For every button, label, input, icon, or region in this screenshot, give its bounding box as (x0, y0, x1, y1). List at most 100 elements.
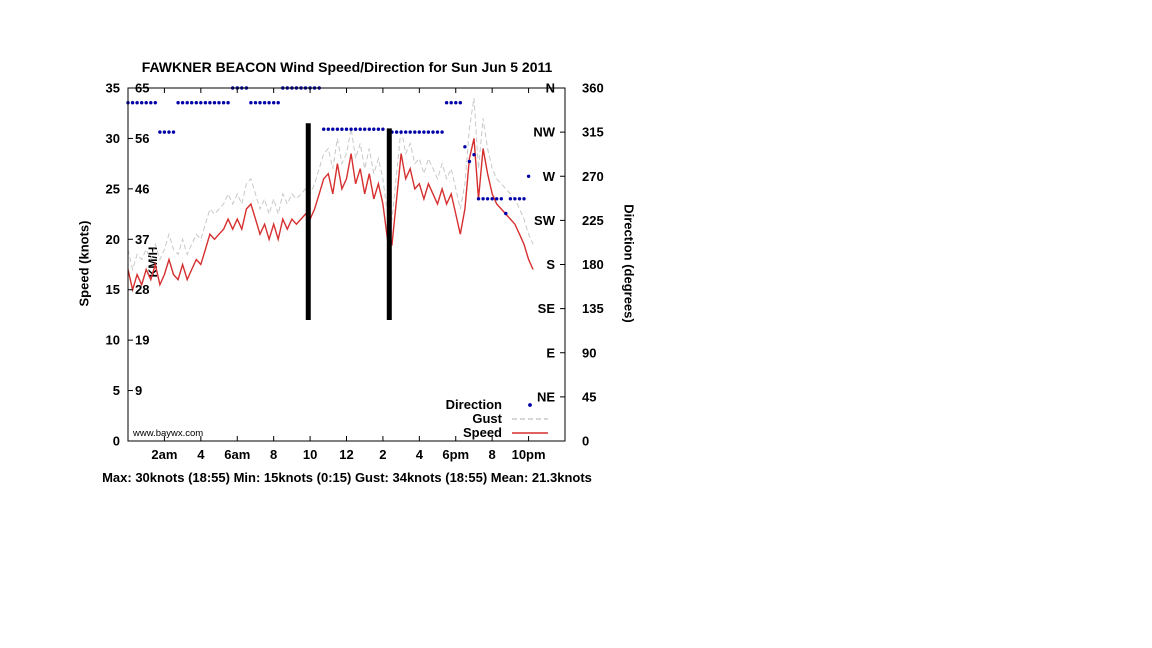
legend-label-direction: Direction (446, 397, 502, 412)
direction-series-point (413, 130, 417, 134)
legend-label-speed: Speed (463, 425, 502, 440)
time-tick-label: 4 (416, 447, 424, 462)
compass-tick-label: NE (537, 389, 555, 404)
direction-series-point (194, 101, 198, 105)
compass-tick-label: S (546, 257, 555, 272)
direction-series-point (258, 101, 262, 105)
legend-label-gust: Gust (472, 411, 502, 426)
direction-series-point (167, 130, 171, 134)
direction-series-point (472, 153, 476, 157)
kmh-tick-label: 9 (135, 383, 142, 398)
direction-series-point (253, 101, 258, 105)
direction-series-point (490, 197, 494, 201)
direction-series-point (335, 127, 340, 131)
degrees-tick-label: 225 (582, 213, 604, 228)
direction-series-point (180, 101, 185, 105)
speed-tick-label: 15 (106, 282, 120, 297)
direction-series-point (372, 127, 376, 131)
legend-marker-points (528, 403, 532, 407)
direction-series-point (171, 130, 176, 134)
speed-series-line (127, 138, 534, 293)
direction-series-point (476, 197, 481, 201)
direction-series-point (508, 197, 513, 201)
direction-series-point (463, 145, 467, 149)
direction-series-point (381, 127, 385, 131)
direction-series-point (499, 197, 503, 201)
compass-tick-label: W (543, 169, 556, 184)
direction-series-point (467, 159, 472, 164)
direction-series-point (199, 101, 203, 105)
direction-series-point (144, 101, 148, 105)
direction-series-point (176, 101, 180, 105)
kmh-tick-label: 28 (135, 282, 149, 297)
direction-series-point (153, 101, 157, 105)
direction-series-point (495, 197, 499, 201)
speed-tick-label: 10 (106, 333, 120, 348)
direction-series-point (262, 101, 267, 105)
direction-series-point (322, 127, 326, 131)
direction-series-point (212, 101, 217, 105)
direction-series-point (485, 197, 490, 201)
direction-series-point (226, 101, 230, 105)
direction-series-point (344, 127, 349, 131)
compass-tick-label: SE (538, 301, 556, 316)
time-tick-label: 6pm (442, 447, 469, 462)
compass-tick-label: E (546, 345, 555, 360)
direction-series-point (481, 197, 485, 201)
direction-series-point (249, 101, 253, 105)
speed-tick-label: 5 (113, 383, 120, 398)
direction-series-point (417, 130, 421, 134)
direction-series-point (208, 101, 212, 105)
direction-series-point (422, 130, 426, 134)
compass-tick-label: N (546, 81, 555, 96)
speed-tick-label: 0 (113, 434, 120, 449)
direction-series-point (513, 197, 517, 201)
direction-series-point (408, 130, 412, 134)
direction-series-point (340, 127, 344, 131)
time-tick-label: 8 (270, 447, 277, 462)
time-tick-label: 4 (197, 447, 205, 462)
degrees-tick-label: 360 (582, 81, 604, 96)
time-tick-label: 8 (489, 447, 496, 462)
direction-series-point (367, 127, 371, 131)
direction-series-point (203, 101, 208, 105)
direction-series-point (276, 101, 280, 105)
degrees-tick-label: 180 (582, 257, 604, 272)
direction-series-point (440, 130, 444, 134)
direction-series-point (444, 101, 449, 105)
direction-series-point (435, 130, 440, 134)
speed-tick-label: 30 (106, 131, 120, 146)
time-tick-label: 2 (379, 447, 386, 462)
kmh-tick-label: 19 (135, 333, 149, 348)
direction-series-point (363, 127, 367, 131)
time-tick-label: 10pm (512, 447, 546, 462)
kmh-tick-label: 65 (135, 81, 149, 96)
degrees-tick-label: 315 (582, 125, 604, 140)
kmh-tick-label: 46 (135, 181, 149, 196)
direction-series-point (458, 101, 462, 105)
direction-series-point (431, 130, 435, 134)
degrees-tick-label: 135 (582, 301, 604, 316)
direction-series-point (353, 127, 358, 131)
degrees-tick-label: 270 (582, 169, 604, 184)
direction-series-point (190, 101, 194, 105)
direction-series-point (376, 127, 381, 131)
direction-series-point (158, 130, 162, 134)
degrees-tick-label: 0 (582, 434, 589, 449)
degrees-tick-label: 90 (582, 345, 596, 360)
direction-series-point (135, 101, 139, 105)
stats-summary: Max: 30knots (18:55) Min: 15knots (0:15)… (102, 470, 592, 485)
direction-series-point (404, 130, 408, 134)
direction-series-point (185, 101, 189, 105)
time-tick-label: 2am (151, 447, 177, 462)
direction-series-point (504, 211, 508, 216)
direction-series-point (522, 197, 526, 201)
time-tick-label: 10 (303, 447, 317, 462)
direction-series-point (349, 127, 353, 131)
speed-tick-label: 25 (106, 181, 120, 196)
direction-series-point (454, 101, 458, 105)
speed-tick-label: 35 (106, 81, 120, 96)
direction-series-point (267, 101, 271, 105)
time-tick-label: 6am (224, 447, 250, 462)
